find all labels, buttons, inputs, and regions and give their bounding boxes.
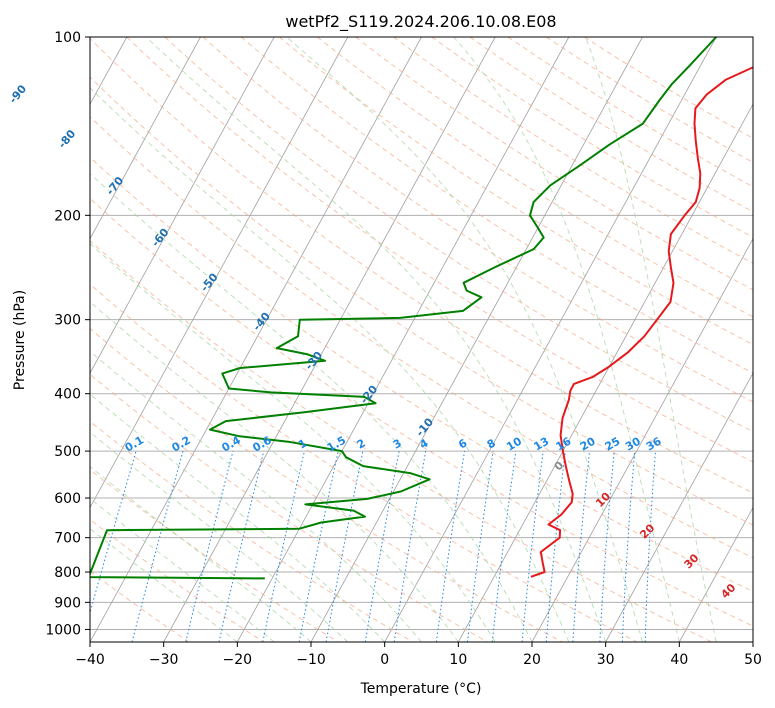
dry-adiabat-line (545, 37, 753, 163)
y-tick-label: 700 (54, 531, 81, 547)
y-axis-ticks: 100 200 300 400 500 600 700 800 900 1000 (45, 30, 90, 638)
dry-adiabat-line (469, 37, 753, 213)
moist-adiabat-line (90, 87, 570, 642)
mixing-ratio-line (90, 450, 137, 615)
y-tick-label: 300 (54, 313, 81, 329)
x-axis-ticks: −40 −30 −20 −10 0 10 20 30 40 50 (75, 642, 762, 668)
isotherm-line (457, 103, 753, 642)
dry-adiabat-line (90, 283, 638, 642)
x-tick-label: −40 (75, 652, 105, 668)
moist-adiabat-line (145, 37, 607, 642)
dry-adiabat-line (240, 37, 753, 374)
temperature-profile-line (530, 66, 753, 578)
y-tick-label: 200 (54, 208, 81, 224)
mixing-ratio-line (467, 451, 494, 642)
dry-adiabat-line (90, 116, 753, 559)
dry-adiabat-line (90, 328, 563, 642)
y-tick-label: 400 (54, 387, 81, 403)
moist-adiabat-line (90, 242, 496, 642)
dry-adiabat-line (90, 373, 488, 642)
isotherm-line (752, 641, 753, 642)
x-axis-label: Temperature (°C) (360, 681, 482, 697)
isotherm-line (163, 37, 496, 642)
mixing-ratio-line (491, 451, 517, 642)
series-layer (90, 37, 753, 580)
x-tick-label: −30 (149, 652, 179, 668)
mixing-ratio-line (599, 451, 615, 642)
moist-adiabat-line (585, 37, 717, 642)
x-tick-label: 40 (670, 652, 688, 668)
isotherm-line (90, 37, 349, 509)
isotherm-line (236, 37, 570, 642)
pressure-gridlines (90, 36, 753, 630)
y-tick-label: 100 (54, 30, 81, 46)
mixing-ratio-line (131, 450, 184, 642)
x-tick-label: −20 (223, 652, 253, 668)
x-tick-label: 0 (380, 652, 389, 668)
dry-adiabat-line (90, 420, 414, 642)
isotherm-line (90, 37, 275, 374)
isotherm-line (605, 372, 753, 642)
mixing-ratio-line (218, 450, 265, 642)
moist-adiabat-line (90, 497, 275, 642)
moist-adiabat-line (453, 37, 680, 642)
plot-frame (89, 36, 754, 643)
y-tick-label: 800 (54, 565, 81, 581)
x-tick-label: −10 (296, 652, 326, 668)
mixing-ratio-line (298, 450, 339, 642)
chart-title: wetPf2_S119.2024.206.10.08.E08 (285, 12, 556, 32)
isotherm-line (90, 37, 422, 642)
dry-adiabat-label: -90 (7, 82, 30, 106)
dewpoint-profile-line (90, 37, 717, 580)
dry-adiabat-line (355, 37, 753, 291)
dry-adiabat-line (279, 37, 753, 346)
y-tick-label: 500 (54, 444, 81, 460)
isotherm-line (90, 37, 201, 240)
x-tick-label: 20 (523, 652, 541, 668)
x-tick-label: 10 (449, 652, 467, 668)
y-axis-label: Pressure (hPa) (12, 290, 28, 390)
plot-background (90, 37, 753, 642)
dry-adiabat-label: -80 (56, 127, 79, 151)
mixing-ratio-line (572, 451, 590, 642)
mixing-ratio-line (521, 451, 544, 642)
x-tick-label: 30 (597, 652, 615, 668)
y-tick-label: 1000 (45, 622, 81, 638)
isotherm-line (310, 37, 643, 642)
background-lines (90, 37, 753, 642)
mixing-ratio-line (262, 450, 305, 642)
moist-adiabat-line (90, 393, 386, 642)
mixing-ratio-line (435, 451, 466, 642)
dry-adiabat-line (164, 37, 753, 433)
dry-adiabat-line (431, 37, 753, 238)
moist-adiabat-line (90, 301, 459, 642)
moist-adiabat-line (286, 37, 643, 642)
isotherm-line (384, 37, 717, 642)
dry-adiabat-line (90, 37, 753, 494)
isotherm-line (678, 506, 753, 642)
dry-adiabat-line (90, 240, 712, 642)
dry-adiabat-line (90, 76, 753, 526)
mixing-ratio-line (185, 450, 234, 642)
dry-adiabat-line (90, 156, 753, 593)
y-tick-label: 900 (54, 595, 81, 611)
dry-adiabat-line (126, 37, 753, 463)
x-tick-label: 50 (744, 652, 762, 668)
isotherm-line (531, 237, 753, 642)
mixing-ratio-line (545, 451, 566, 642)
y-tick-label: 600 (54, 491, 81, 507)
